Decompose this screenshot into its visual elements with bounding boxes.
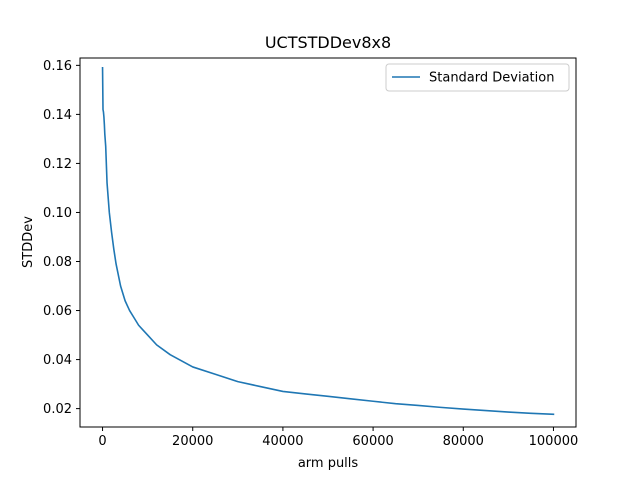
- y-tick-label: 0.12: [43, 157, 72, 172]
- legend-entry-label: Standard Deviation: [429, 71, 554, 86]
- x-tick-label: 40000: [262, 434, 303, 449]
- chart-title: UCTSTDDev8x8: [265, 33, 391, 52]
- y-tick-label: 0.08: [43, 255, 72, 270]
- legend-frame: [385, 63, 570, 92]
- y-tick-label: 0.16: [43, 59, 72, 74]
- series-line-0: [101, 67, 555, 416]
- x-tick-label: 100000: [529, 434, 579, 449]
- y-tick-label: 0.02: [43, 402, 72, 417]
- x-tick-label: 80000: [443, 434, 484, 449]
- x-tick-label: 20000: [172, 434, 213, 449]
- y-tick-label: 0.14: [43, 108, 72, 123]
- x-tick-label: 0: [98, 434, 106, 449]
- x-axis-label: arm pulls: [298, 456, 359, 471]
- x-tick-label: 60000: [352, 434, 393, 449]
- plot-area: 0 20000 40000 60000 80000 100000 0.02 0.04 0.06 0…: [43, 57, 579, 449]
- y-tick-label: 0.10: [43, 206, 72, 221]
- y-tick-label: 0.06: [43, 304, 72, 319]
- axes-frame: [79, 57, 577, 428]
- y-axis-label: STDDev: [21, 216, 36, 268]
- legend: Standard Deviation: [385, 63, 570, 92]
- y-tick-label: 0.04: [43, 353, 72, 368]
